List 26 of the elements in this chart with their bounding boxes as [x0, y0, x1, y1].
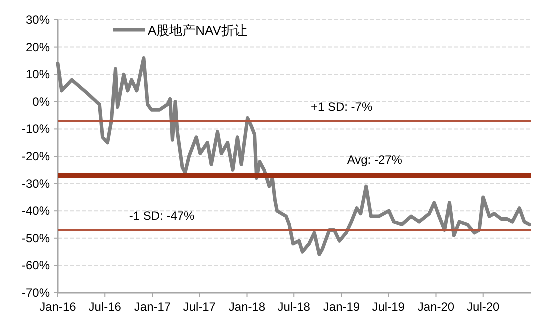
x-tick-label: Jul-16 [88, 300, 122, 314]
y-tick-label: -70% [22, 286, 50, 300]
legend-label: A股地产NAV折让 [148, 23, 248, 38]
y-tick-label: 30% [26, 13, 50, 27]
y-tick-label: 20% [26, 40, 50, 54]
x-tick-label: Jan-17 [134, 300, 172, 314]
line-series [56, 56, 532, 257]
ref-line-label: +1 SD: -7% [310, 100, 373, 114]
y-tick-label: -50% [22, 231, 50, 246]
x-tick-label: Jul-19 [372, 300, 406, 314]
y-tick-label: -40% [22, 204, 50, 218]
x-tick-label: Jan-19 [323, 300, 360, 314]
x-tick-label: Jan-18 [228, 300, 266, 314]
x-tick-label: Jul-17 [183, 300, 216, 314]
y-tick-label: 10% [26, 68, 50, 82]
x-tick-label: Jan-20 [418, 300, 455, 314]
y-tick-label: -60% [22, 258, 50, 273]
y-tick-label: -30% [22, 176, 50, 191]
y-tick-label: -20% [22, 150, 50, 164]
ref-line-label: Avg: -27% [347, 153, 403, 168]
y-tick-label: -10% [22, 122, 50, 136]
x-tick-label: Jul-20 [467, 300, 500, 314]
x-tick-label: Jan-16 [40, 300, 77, 314]
ref-line-label: -1 SD: -47% [129, 209, 196, 224]
x-tick-label: Jul-18 [278, 300, 311, 314]
y-tick-label: 0% [32, 94, 50, 109]
